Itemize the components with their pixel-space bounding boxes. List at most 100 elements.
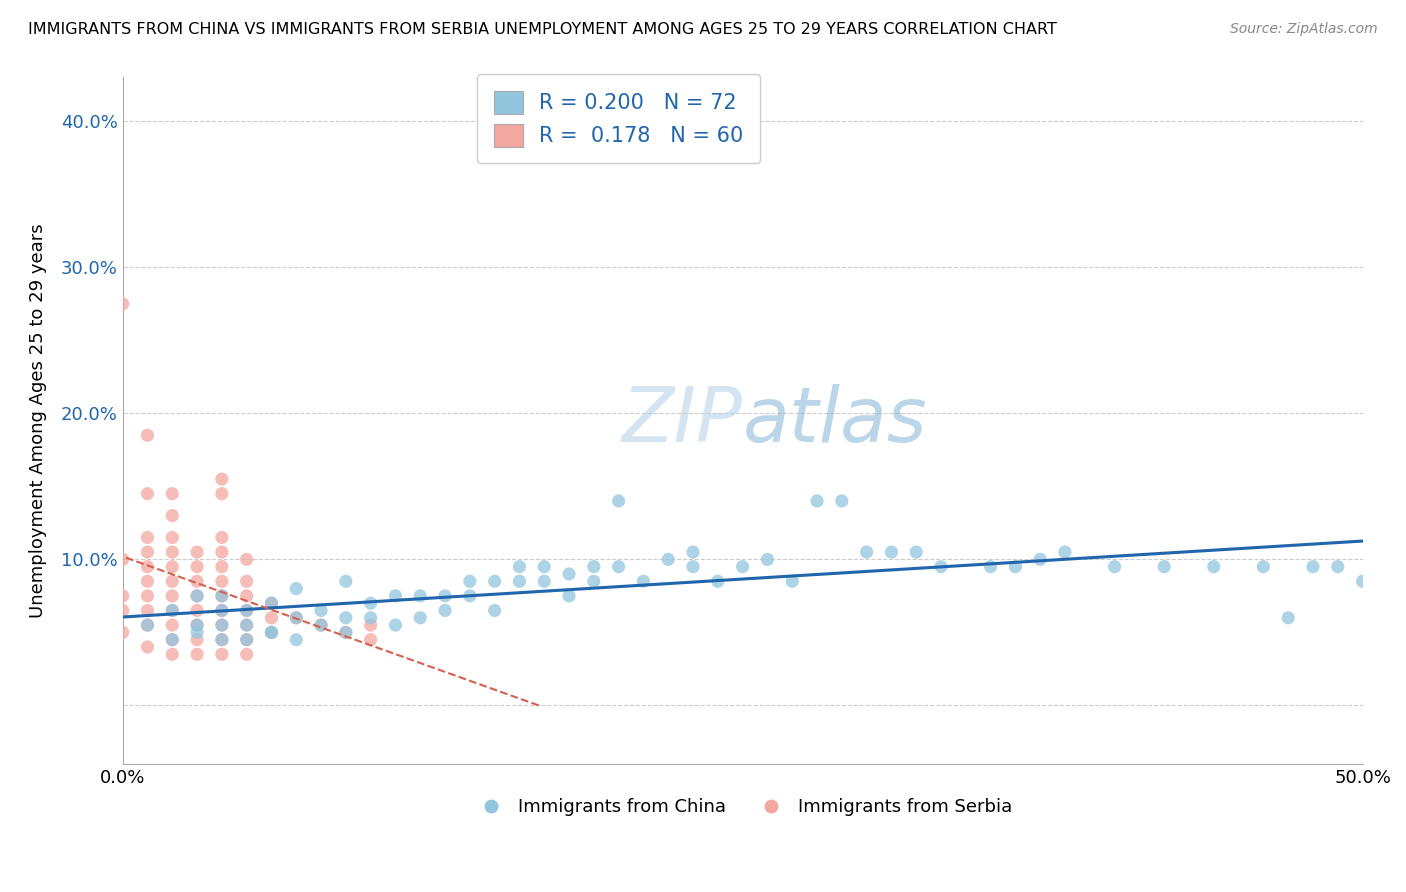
Point [211, 559, 233, 574]
Point [186, 618, 208, 632]
Text: ZIP: ZIP [621, 384, 742, 458]
Point [360, 596, 382, 610]
Point [731, 559, 754, 574]
Point [162, 531, 184, 545]
Point [384, 618, 406, 632]
Legend: Immigrants from China, Immigrants from Serbia: Immigrants from China, Immigrants from S… [465, 791, 1019, 823]
Point [558, 589, 581, 603]
Point [929, 559, 952, 574]
Point [235, 618, 257, 632]
Point [607, 494, 630, 508]
Point [558, 566, 581, 581]
Point [186, 632, 208, 647]
Point [235, 632, 257, 647]
Point [1302, 559, 1324, 574]
Point [335, 625, 357, 640]
Point [657, 552, 679, 566]
Point [211, 545, 233, 559]
Point [458, 589, 481, 603]
Point [211, 618, 233, 632]
Point [533, 559, 555, 574]
Point [111, 603, 134, 617]
Point [458, 574, 481, 589]
Point [335, 625, 357, 640]
Point [211, 648, 233, 662]
Point [285, 611, 308, 625]
Point [186, 618, 208, 632]
Point [162, 589, 184, 603]
Point [607, 559, 630, 574]
Point [1104, 559, 1126, 574]
Point [111, 589, 134, 603]
Point [409, 589, 432, 603]
Point [285, 632, 308, 647]
Point [235, 648, 257, 662]
Point [360, 618, 382, 632]
Point [235, 589, 257, 603]
Point [162, 559, 184, 574]
Point [335, 611, 357, 625]
Point [136, 618, 159, 632]
Point [384, 589, 406, 603]
Point [136, 589, 159, 603]
Point [211, 531, 233, 545]
Point [162, 508, 184, 523]
Point [1253, 559, 1275, 574]
Point [235, 552, 257, 566]
Point [111, 552, 134, 566]
Point [484, 603, 506, 617]
Point [1004, 559, 1026, 574]
Point [211, 574, 233, 589]
Point [136, 428, 159, 442]
Point [162, 632, 184, 647]
Point [880, 545, 903, 559]
Point [582, 574, 605, 589]
Point [136, 640, 159, 654]
Point [136, 545, 159, 559]
Point [260, 625, 283, 640]
Point [409, 611, 432, 625]
Point [1351, 574, 1374, 589]
Point [186, 625, 208, 640]
Point [162, 603, 184, 617]
Point [855, 545, 877, 559]
Point [211, 618, 233, 632]
Point [111, 297, 134, 311]
Point [980, 559, 1002, 574]
Point [1153, 559, 1175, 574]
Point [756, 552, 779, 566]
Point [260, 611, 283, 625]
Point [508, 574, 530, 589]
Point [260, 596, 283, 610]
Point [434, 589, 457, 603]
Text: atlas: atlas [742, 384, 927, 458]
Text: Source: ZipAtlas.com: Source: ZipAtlas.com [1230, 22, 1378, 37]
Text: IMMIGRANTS FROM CHINA VS IMMIGRANTS FROM SERBIA UNEMPLOYMENT AMONG AGES 25 TO 29: IMMIGRANTS FROM CHINA VS IMMIGRANTS FROM… [28, 22, 1057, 37]
Point [780, 574, 803, 589]
Point [360, 611, 382, 625]
Point [186, 589, 208, 603]
Point [285, 582, 308, 596]
Point [235, 603, 257, 617]
Point [309, 618, 332, 632]
Point [211, 472, 233, 486]
Point [136, 559, 159, 574]
Point [309, 618, 332, 632]
Point [905, 545, 928, 559]
Point [806, 494, 828, 508]
Point [211, 589, 233, 603]
Point [186, 545, 208, 559]
Point [186, 603, 208, 617]
Point [1029, 552, 1052, 566]
Point [1277, 611, 1299, 625]
Point [186, 559, 208, 574]
Point [309, 603, 332, 617]
Point [211, 589, 233, 603]
Point [235, 574, 257, 589]
Point [682, 545, 704, 559]
Point [136, 486, 159, 500]
Point [211, 632, 233, 647]
Point [235, 618, 257, 632]
Point [136, 618, 159, 632]
Point [360, 632, 382, 647]
